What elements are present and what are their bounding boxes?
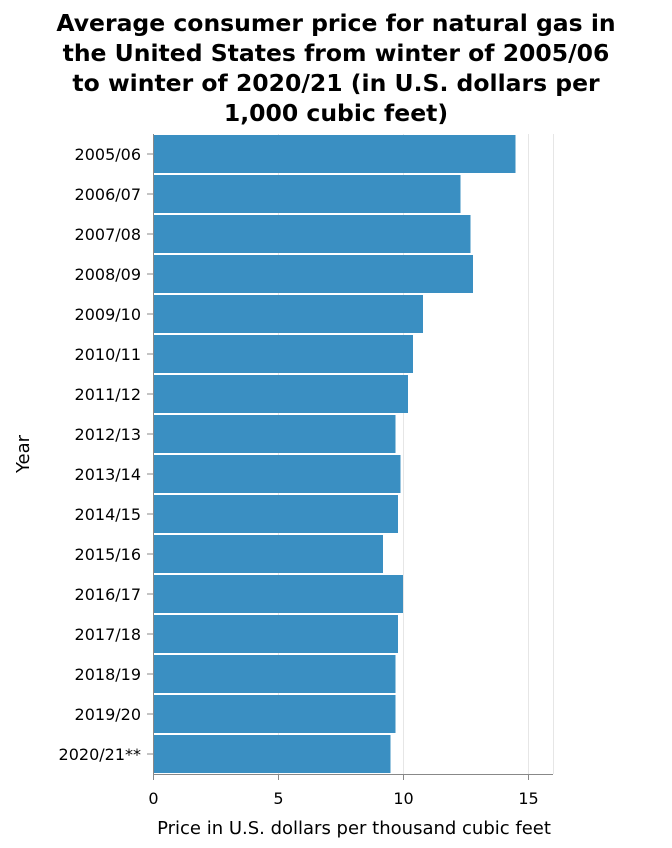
bar-2011-12 [153,375,408,413]
y-tick-label: 2008/09 [75,265,141,284]
chart-title: Average consumer price for natural gas i… [56,9,615,127]
bar-2008-09 [153,255,473,293]
y-tick-label: 2016/17 [75,585,141,604]
bar-2018-19 [153,655,396,693]
bar-2019-20 [153,695,396,733]
x-tick-label: 0 [148,789,158,808]
y-tick-label: 2019/20 [75,705,141,724]
chart-title-line-3: to winter of 2020/21 (in U.S. dollars pe… [72,69,600,97]
bar-2005-06 [153,135,516,173]
y-tick-label: 2012/13 [75,425,141,444]
bar-2015-16 [153,535,383,573]
y-tick-label: 2017/18 [75,625,141,644]
bar-2007-08 [153,215,471,253]
y-tick-label: 2005/06 [75,145,141,164]
bar-2010-11 [153,335,413,373]
x-tick-label: 10 [393,789,413,808]
x-axis-title: Price in U.S. dollars per thousand cubic… [157,818,551,839]
y-tick-label: 2014/15 [75,505,141,524]
chart-title-line-4: 1,000 cubic feet) [224,99,448,127]
bar-2013-14 [153,455,401,493]
y-tick-label: 2006/07 [75,185,141,204]
bar-2006-07 [153,175,461,213]
axes: 2005/06 2006/07 2007/08 2008/09 2009/10 2010/… [59,134,553,808]
bar-2012-13 [153,415,396,453]
y-tick-label: 2010/11 [75,345,141,364]
bar-2014-15 [153,495,398,533]
y-axis-title: Year [13,434,34,474]
y-tick-label: 2009/10 [75,305,141,324]
bar-2016-17 [153,575,403,613]
bar-2009-10 [153,295,423,333]
y-tick-label: 2020/21** [59,745,141,764]
x-tick-label: 15 [518,789,538,808]
y-tick-label: 2013/14 [75,465,141,484]
chart-title-line-2: the United States from winter of 2005/06 [63,39,610,67]
y-tick-label: 2015/16 [75,545,141,564]
y-tick-label: 2011/12 [75,385,141,404]
y-tick-label: 2018/19 [75,665,141,684]
x-tick-label: 5 [273,789,283,808]
y-tick-label: 2007/08 [75,225,141,244]
bars [153,135,516,773]
bar-2020-21 [153,735,391,773]
chart-title-line-1: Average consumer price for natural gas i… [56,9,615,37]
bar-2017-18 [153,615,398,653]
